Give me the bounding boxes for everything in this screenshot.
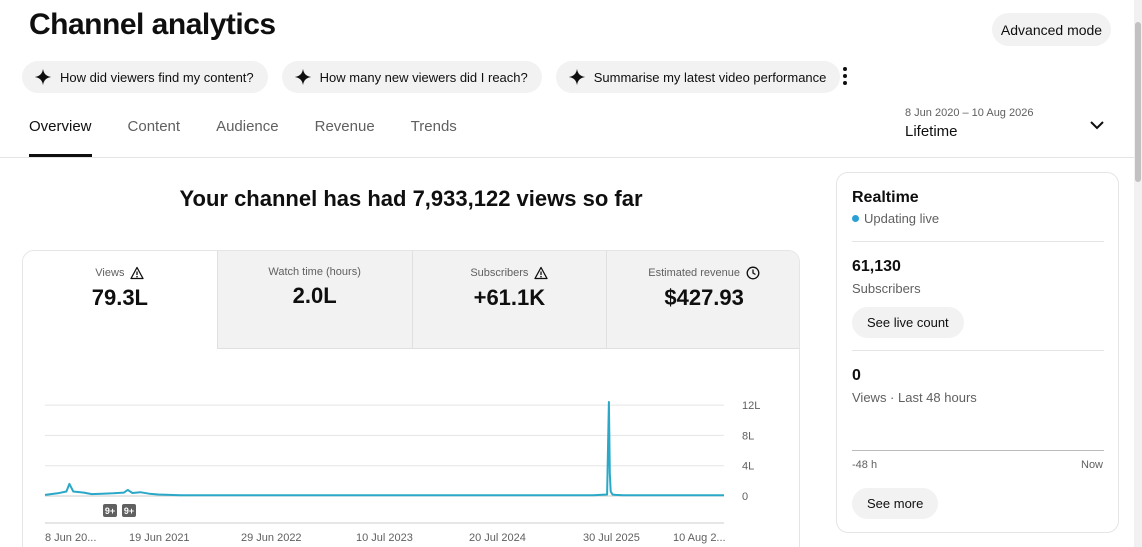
tab-content[interactable]: Content [127,118,181,135]
x-tick-label: 20 Jul 2024 [469,532,526,544]
annotation-label: 9+ [105,506,115,516]
more-options-icon[interactable] [836,66,854,86]
divider [852,350,1104,351]
metric-label: Views [95,267,125,279]
warning-icon [534,266,549,280]
page-scrollbar[interactable] [1134,0,1142,547]
annotation-badge [103,504,117,517]
realtime-chart-baseline [852,450,1104,451]
metric-label: Watch time (hours) [268,266,361,278]
sparkle-icon [294,68,311,86]
date-range-period: Lifetime [905,123,958,140]
realtime-views-label: Views · Last 48 hours [852,390,977,405]
metrics-card: Views 79.3L Watch time (hours) 2.0L Subs… [22,250,800,547]
sparkle-icon [34,68,52,86]
chip-label: How did viewers find my content? [60,69,254,85]
y-tick-label: 12L [742,400,760,412]
tab-trends[interactable]: Trends [410,118,457,135]
tab-revenue[interactable]: Revenue [314,118,375,135]
suggestion-chips: How did viewers find my content? How man… [22,61,841,93]
realtime-axis-end: Now [1081,459,1104,471]
realtime-subscribers-value: 61,130 [852,258,901,275]
y-tick-label: 0 [742,491,748,503]
chip-new-viewers[interactable]: How many new viewers did I reach? [281,61,542,93]
realtime-status-text: Updating live [864,211,940,226]
views-line-chart: 12L 8L 4L 0 8 Jun 20... 19 Jun 2021 29 Jun 202… [44,400,760,544]
advanced-mode-button[interactable]: Advanced mode [992,13,1111,46]
y-tick-label: 4L [742,461,754,473]
chip-summarise-video[interactable]: Summarise my latest video performance [555,61,841,93]
metric-value: +61.1K [473,285,546,310]
realtime-axis-start: -48 h [852,459,878,471]
annotation-badge [122,504,136,517]
realtime-title: Realtime [852,189,919,206]
date-range-selector[interactable]: 8 Jun 2020 – 10 Aug 2026 Lifetime [905,106,1110,146]
live-dot-icon [852,215,859,222]
views-headline: Your channel has had 7,933,122 views so … [179,186,643,211]
x-tick-label: 30 Jul 2025 [583,532,640,544]
realtime-card: Realtime Updating live 61,130 Subscriber… [836,172,1119,533]
metric-label: Subscribers [470,267,529,279]
chevron-down-icon [1090,121,1104,130]
tabs-divider [0,157,1134,158]
metric-tabs: Views 79.3L Watch time (hours) 2.0L Subs… [23,251,799,349]
tab-overview[interactable]: Overview [29,118,92,157]
x-tick-label: 19 Jun 2021 [129,532,190,544]
analytics-tabs: Overview Content Audience Revenue Trends [29,118,493,157]
realtime-subscribers-label: Subscribers [852,281,921,296]
scrollbar-thumb[interactable] [1135,22,1141,182]
metric-label: Estimated revenue [648,267,740,279]
see-live-count-button[interactable]: See live count [852,307,964,338]
views-series-line [44,401,724,497]
date-range-text: 8 Jun 2020 – 10 Aug 2026 [905,107,1034,119]
divider [852,241,1104,242]
chip-label: Summarise my latest video performance [593,69,827,85]
chip-label: How many new viewers did I reach? [319,69,528,85]
metric-value: 2.0L [292,283,337,308]
clock-icon [746,266,760,280]
metric-views[interactable]: Views 79.3L [23,251,217,349]
x-tick-label: 29 Jun 2022 [241,532,302,544]
chip-viewers-find[interactable]: How did viewers find my content? [22,61,268,93]
metric-watch-time[interactable]: Watch time (hours) 2.0L [216,251,412,349]
metric-value: 79.3L [91,285,148,310]
y-tick-label: 8L [742,430,754,442]
realtime-status: Updating live [852,211,939,226]
sparkle-icon [568,68,585,86]
page-title: Channel analytics [29,8,276,41]
metric-value: $427.93 [664,285,744,310]
tab-audience[interactable]: Audience [216,118,279,135]
x-tick-label: 10 Aug 2... [673,532,726,544]
realtime-views-value: 0 [852,367,861,384]
metric-revenue[interactable]: Estimated revenue $427.93 [606,251,799,349]
annotation-label: 9+ [124,506,134,516]
warning-icon [130,266,145,280]
see-more-button[interactable]: See more [852,488,939,519]
x-tick-label: 10 Jul 2023 [356,532,413,544]
metric-subscribers[interactable]: Subscribers +61.1K [411,251,607,349]
x-tick-label: 8 Jun 20... [45,532,96,544]
